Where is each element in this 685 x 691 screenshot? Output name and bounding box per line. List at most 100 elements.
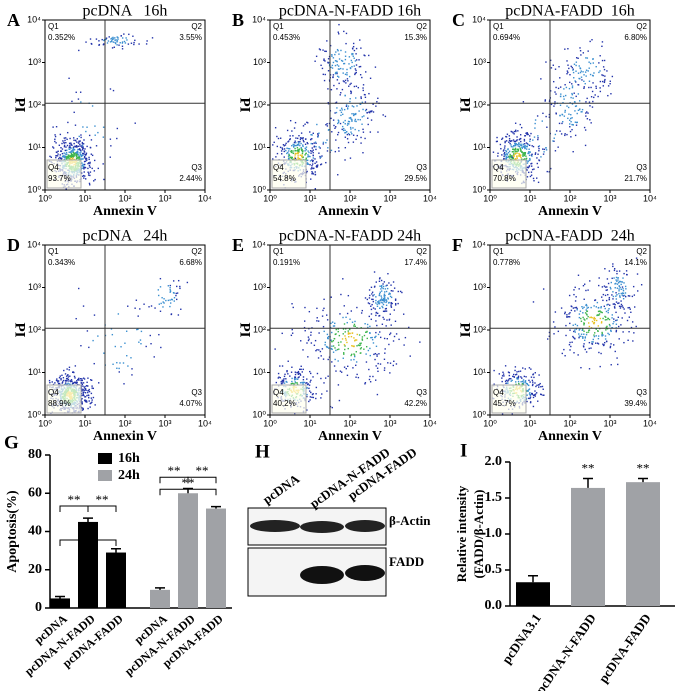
density-dot [565,325,566,326]
density-dot [374,271,375,272]
density-dot [334,323,335,324]
density-dot [348,333,349,334]
density-dot [363,115,364,116]
density-dot [338,132,339,133]
density-dot [318,332,319,333]
density-dot [285,150,286,151]
density-dot [384,298,385,299]
density-dot [308,340,309,341]
flow-plot: Q10.453%Q215.3%Q329.5%Q454.8%10⁰10⁰10¹10… [232,3,437,220]
density-dot [306,342,307,343]
density-dot [122,37,123,38]
density-dot [610,330,611,331]
density-dot [593,97,594,98]
density-dot [515,143,516,144]
density-dot [65,137,66,138]
density-dot [110,41,111,42]
density-dot [365,332,366,333]
density-dot [564,111,565,112]
density-dot [360,343,361,344]
density-dot [343,130,344,131]
density-dot [362,310,363,311]
density-dot [576,105,577,106]
flow-plot: Q10.191%Q217.4%Q342.2%Q440.2%10⁰10⁰10¹10… [232,228,437,445]
density-dot [616,324,617,325]
density-dot [512,158,513,159]
density-dot [112,39,113,40]
density-dot [174,297,175,298]
density-dot [51,157,52,158]
density-dot [384,367,385,368]
density-dot [630,308,631,309]
density-dot [583,343,584,344]
density-dot [342,338,343,339]
density-dot [64,142,65,143]
density-dot [516,151,517,152]
density-dot [356,105,357,106]
density-dot [348,86,349,87]
density-dot [348,142,349,143]
panel-letter: F [452,235,463,255]
density-dot [520,134,521,135]
density-dot [565,110,566,111]
density-dot [355,97,356,98]
bar [626,482,660,606]
density-dot [513,151,514,152]
density-dot [347,138,348,139]
density-dot [338,348,339,349]
density-dot [575,300,576,301]
density-dot [331,131,332,132]
density-dot [74,377,75,378]
density-dot [313,152,314,153]
density-dot [316,308,317,309]
density-dot [584,340,585,341]
density-dot [583,74,584,75]
density-dot [103,136,104,137]
density-dot [297,138,298,139]
density-dot [351,60,352,61]
density-dot [538,384,539,385]
density-dot [569,342,570,343]
blot-band [345,565,385,581]
density-dot [532,393,533,394]
density-dot [619,306,620,307]
density-dot [529,158,530,159]
density-dot [350,128,351,129]
density-dot [580,318,581,319]
density-dot [339,58,340,59]
density-dot [117,40,118,41]
density-dot [82,126,83,127]
density-dot [347,313,348,314]
density-dot [67,383,68,384]
density-dot [377,394,378,395]
density-dot [59,377,60,378]
density-dot [316,161,317,162]
density-dot [377,363,378,364]
density-dot [309,384,310,385]
density-dot [294,140,295,141]
density-dot [592,341,593,342]
density-dot [595,335,596,336]
density-dot [56,380,57,381]
density-dot [321,163,322,164]
density-dot [567,118,568,119]
density-dot [575,65,576,66]
density-dot [363,84,364,85]
y-axis-label: (FADD/β-Actin) [471,490,486,579]
density-dot [629,295,630,296]
density-dot [56,378,57,379]
density-dot [382,317,383,318]
density-dot [586,313,587,314]
density-dot [637,290,638,291]
density-dot [575,331,576,332]
density-dot [294,154,295,155]
density-dot [379,285,380,286]
density-dot [612,314,613,315]
significance-label: ** [196,463,209,478]
density-dot [527,161,528,162]
density-dot [535,154,536,155]
density-dot [528,385,529,386]
density-dot [296,382,297,383]
density-dot [326,40,327,41]
density-dot [345,82,346,83]
